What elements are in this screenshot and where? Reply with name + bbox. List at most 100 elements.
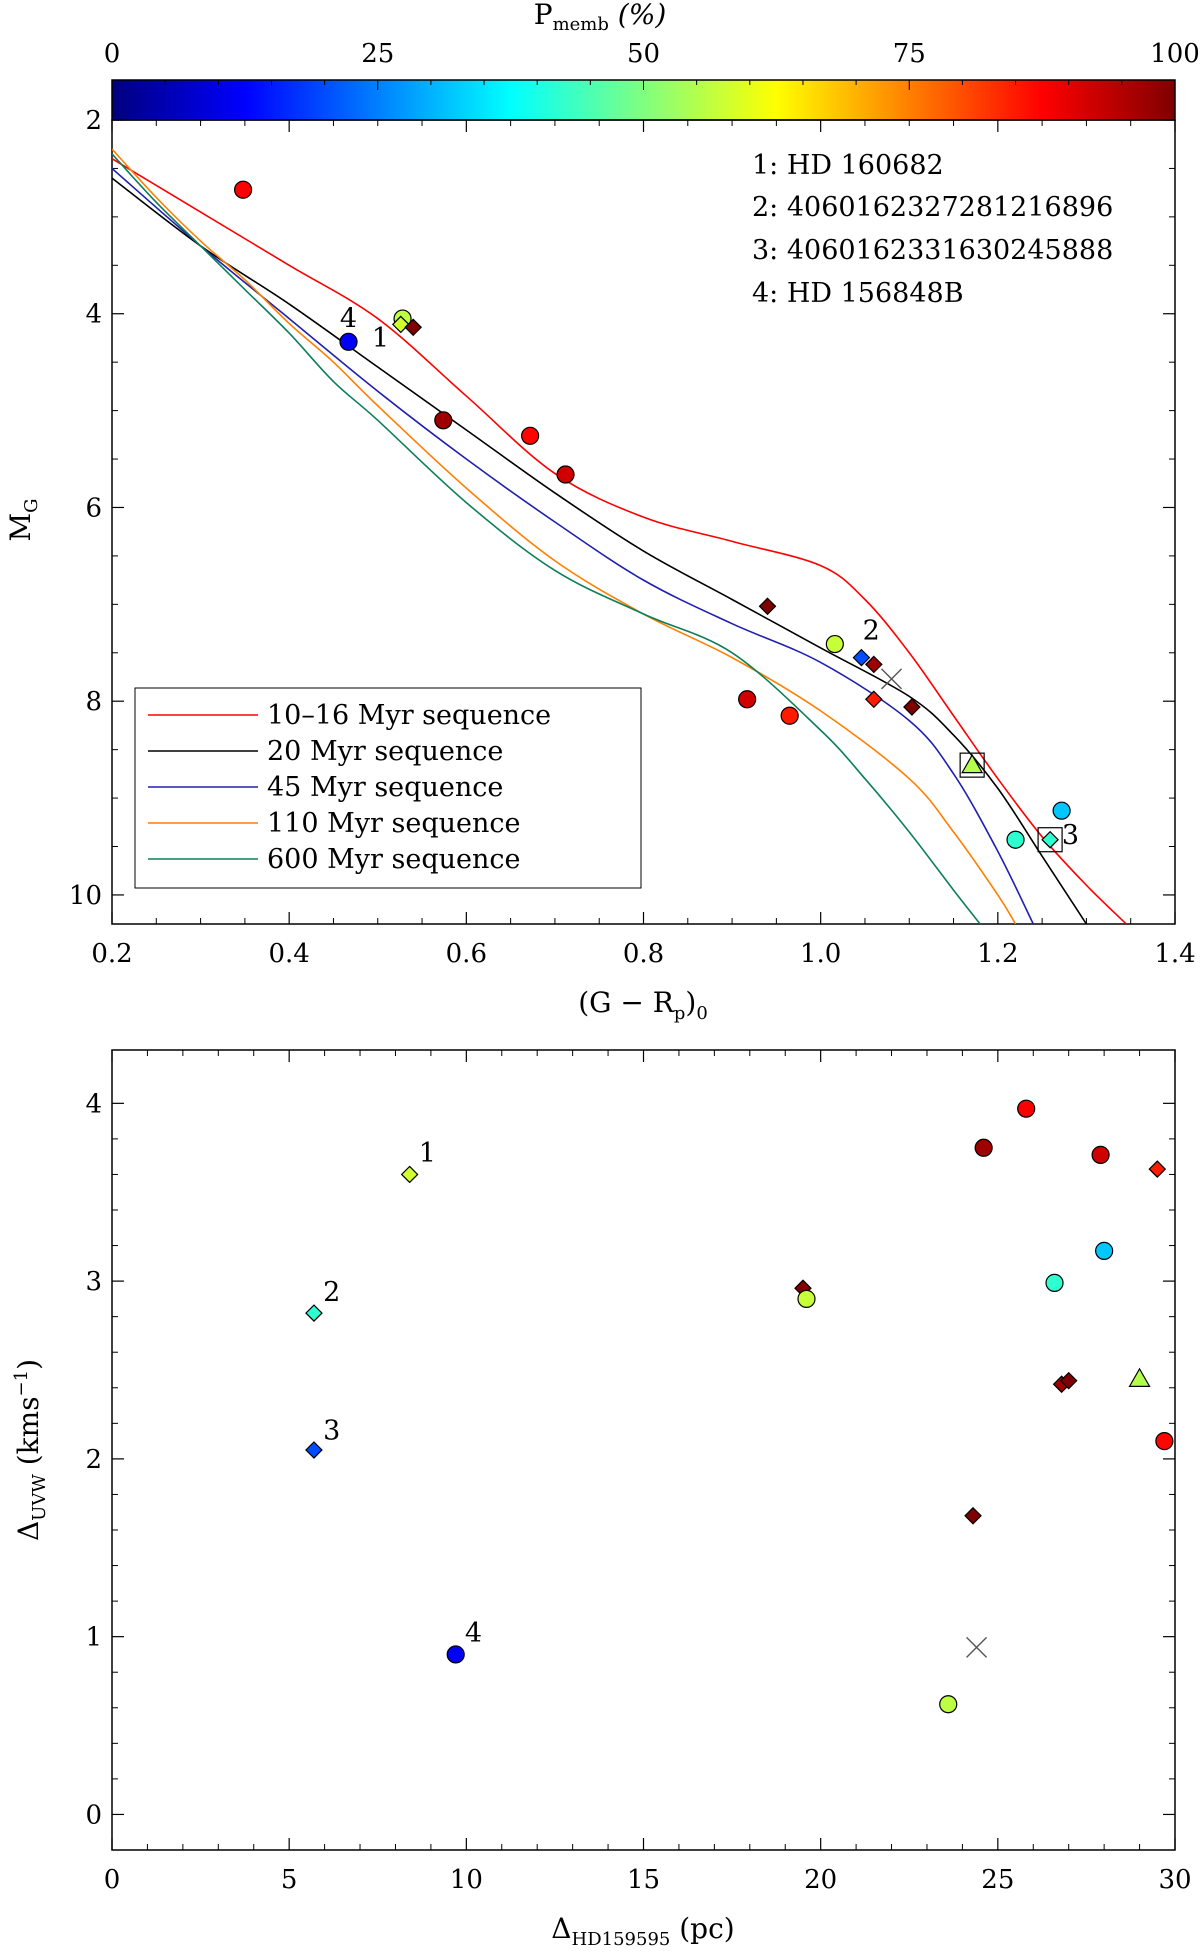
x-tick-label: 0: [104, 1865, 121, 1895]
point-circle: [1052, 801, 1071, 820]
point-circle: [556, 465, 575, 484]
data-point-cross: [966, 1636, 988, 1658]
data-point-circle: [234, 180, 253, 199]
x-tick-label: 30: [1158, 1865, 1191, 1895]
point-diamond: [400, 1165, 419, 1184]
star-id-3: 3: 4060162331630245888: [752, 235, 1113, 266]
point-label: 3: [1062, 820, 1079, 851]
y-tick-label: 4: [85, 1089, 102, 1119]
point-circle: [1091, 1145, 1110, 1164]
cmd-sequence-curves: [112, 148, 1127, 924]
point-circle: [434, 411, 453, 430]
colorbar-ticks: 0 25 50 75 100: [104, 39, 1200, 90]
legend-entry: 20 Myr sequence: [148, 736, 503, 767]
sequence-curve: [112, 167, 1034, 924]
point-cross-stroke: [881, 668, 903, 690]
star-id-list: 1: HD 160682 2: 4060162327281216896 3: 4…: [752, 150, 1113, 309]
colorbar-tick-label: 0: [104, 39, 121, 69]
point-circle: [780, 706, 799, 725]
colorbar-tick-label: 50: [627, 39, 660, 69]
sequence-curve: [112, 148, 1017, 924]
data-point-circle: [1095, 1241, 1114, 1260]
y-tick-label: 1: [85, 1623, 102, 1653]
data-point-circle: [1045, 1273, 1064, 1292]
point-diamond: [391, 315, 410, 334]
legend-entry: 110 Myr sequence: [148, 808, 520, 839]
legend-entry: 10–16 Myr sequence: [148, 700, 551, 731]
highlight-box: [1037, 827, 1063, 853]
x-tick-label: 20: [804, 1865, 837, 1895]
x-tick-label: 0.4: [268, 939, 309, 969]
point-circle: [1045, 1273, 1064, 1292]
cmd-ylabel: MG: [4, 498, 42, 541]
point-label: 4: [465, 1618, 482, 1649]
point-cross-stroke: [966, 1636, 988, 1658]
y-tick-label: 2: [85, 1445, 102, 1475]
data-point-diamond: [864, 655, 883, 674]
point-diamond: [864, 690, 883, 709]
point-diamond: [1059, 1371, 1078, 1390]
colorbar-tick-label: 100: [1150, 39, 1200, 69]
uvw-axis-ticks: 0 5 10 15 20 25 30 0 1 2 3 4: [85, 1050, 1192, 1895]
data-point-circle: [434, 411, 453, 430]
point-circle: [446, 1645, 465, 1664]
point-circle: [974, 1138, 993, 1157]
data-point-circle: [780, 706, 799, 725]
point-diamond: [964, 1506, 982, 1525]
point-label: 4: [340, 304, 357, 335]
uvw-plot-frame: [111, 1049, 1176, 1851]
data-point-diamond: [404, 318, 423, 337]
point-circle: [1006, 830, 1025, 849]
data-point-triangle: [959, 752, 985, 778]
data-point-diamond: [391, 315, 410, 334]
point-circle: [738, 690, 757, 709]
data-point-circle: [797, 1289, 816, 1308]
x-tick-label: 25: [981, 1865, 1014, 1895]
uvw-xlabel: ΔHD159595 (pc): [551, 1912, 734, 1947]
point-circle: [1155, 1432, 1174, 1451]
x-tick-label: 1.2: [977, 939, 1018, 969]
data-point-diamond: [400, 1165, 419, 1184]
point-diamond: [1148, 1160, 1167, 1178]
y-tick-label: 2: [85, 106, 102, 136]
data-point-circle: [825, 634, 844, 654]
cmd-data-points: [234, 180, 1071, 853]
point-circle: [825, 634, 844, 654]
x-tick-label: 1.4: [1154, 939, 1195, 969]
data-point-cross: [881, 668, 903, 690]
x-tick-label: 15: [627, 1865, 660, 1895]
point-triangle: [961, 753, 984, 774]
point-diamond: [758, 597, 777, 616]
point-diamond: [1041, 830, 1059, 849]
data-point-circle: [1155, 1432, 1174, 1451]
point-circle: [521, 426, 540, 445]
data-point-diamond: [1037, 827, 1063, 853]
point-diamond: [404, 318, 423, 337]
data-point-circle: [974, 1138, 993, 1157]
y-tick-label: 3: [85, 1267, 102, 1297]
colorbar-tick-label: 25: [361, 39, 394, 69]
x-tick-label: 0.6: [446, 939, 487, 969]
point-label: 2: [323, 1277, 340, 1308]
sequence-curve: [112, 153, 981, 924]
data-point-diamond: [852, 648, 871, 667]
data-point-circle: [521, 426, 540, 445]
uvw-data-points: [305, 1099, 1174, 1714]
legend-entry: 600 Myr sequence: [148, 844, 520, 875]
y-tick-label: 10: [69, 881, 102, 911]
data-point-circle: [738, 690, 757, 709]
legend-box: [134, 687, 642, 889]
point-label: 2: [863, 615, 880, 646]
cmd-xlabel: (G − Rp)0: [578, 986, 708, 1024]
y-tick-label: 8: [85, 687, 102, 717]
star-id-1: 1: HD 160682: [752, 150, 944, 181]
point-circle: [339, 332, 358, 351]
colorbar: Pmemb (%) 0 25 50 75 100: [104, 0, 1200, 121]
cmd-point-labels: 1 2 3 4: [340, 304, 1079, 851]
data-point-circle: [446, 1645, 465, 1664]
x-tick-label: 0.8: [623, 939, 664, 969]
colorbar-label: Pmemb (%): [534, 0, 667, 35]
y-tick-label: 4: [85, 300, 102, 330]
